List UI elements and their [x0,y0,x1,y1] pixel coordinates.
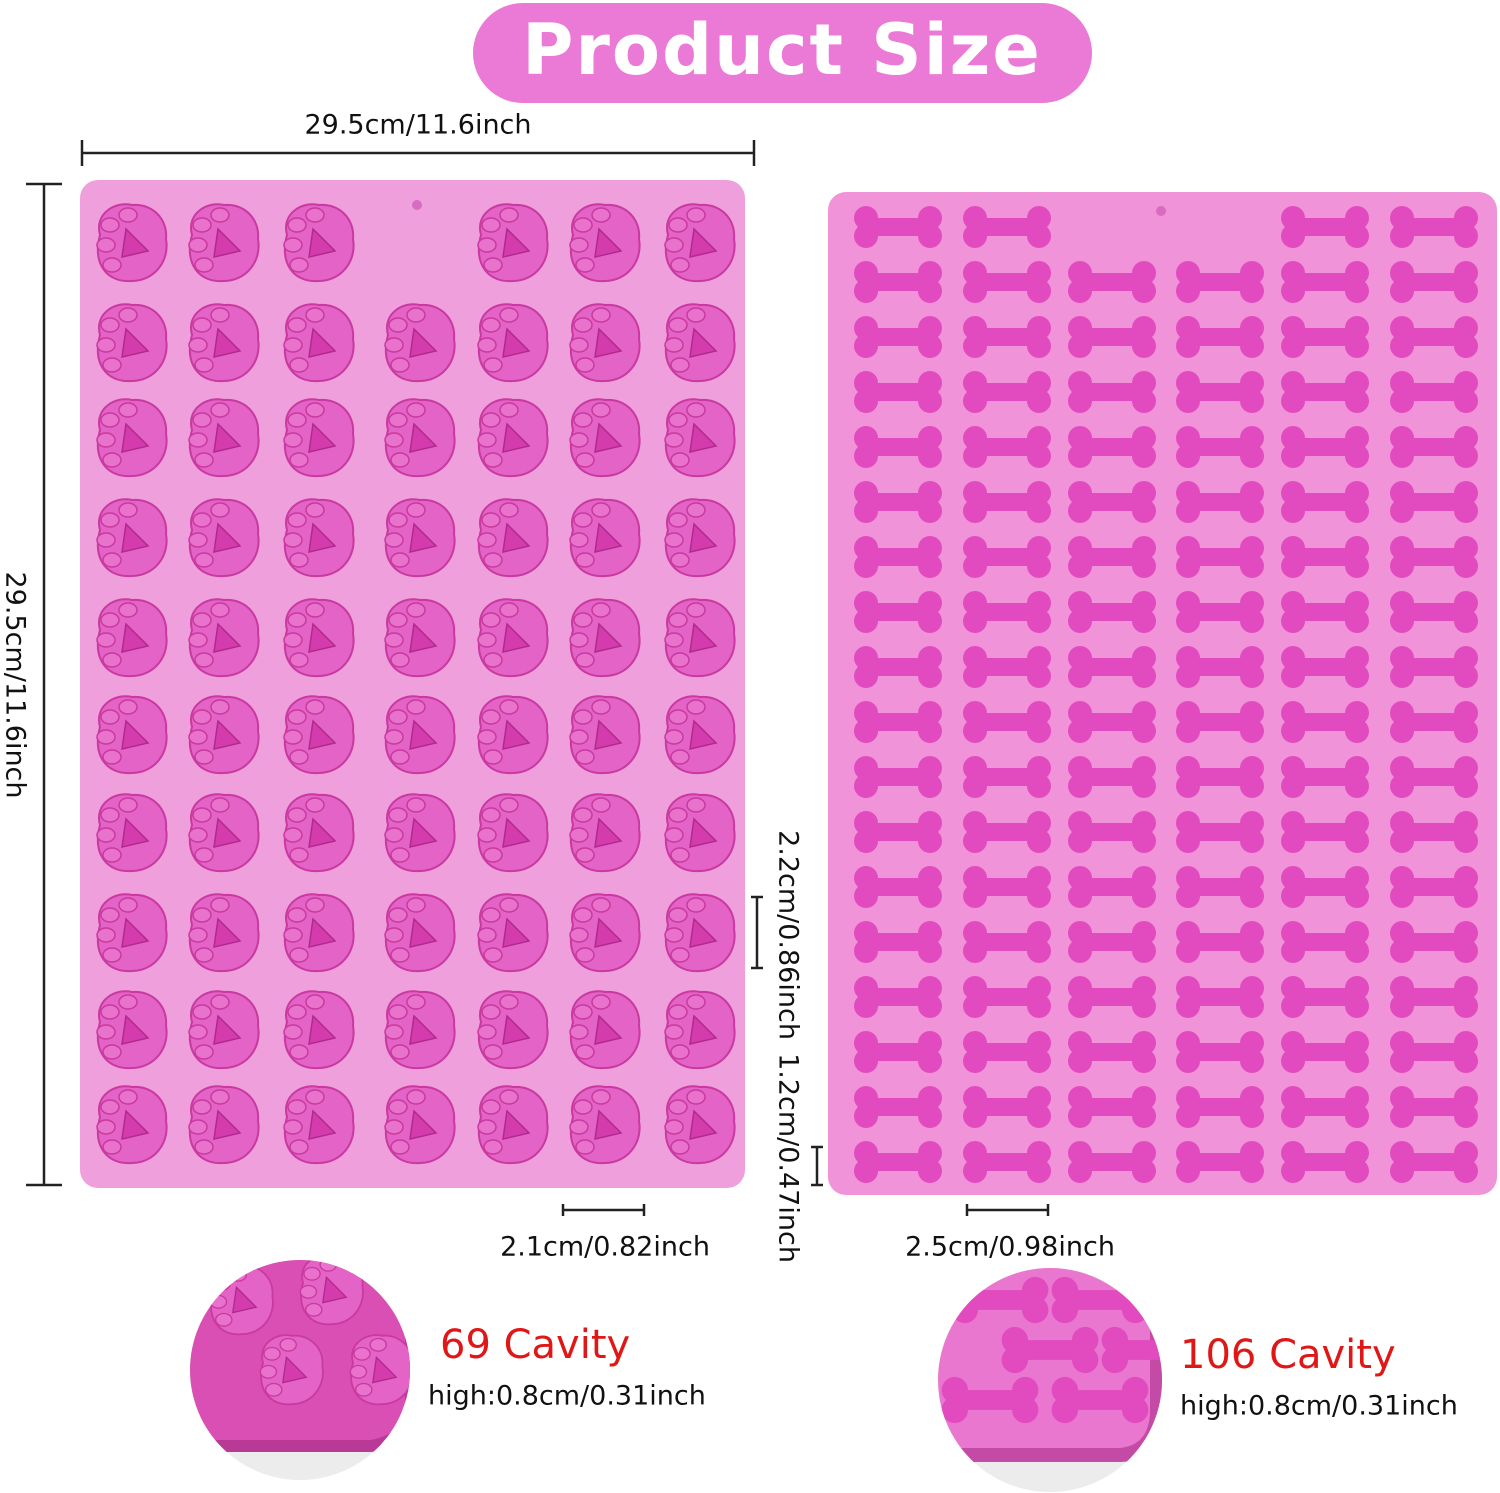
paw-cavity [477,893,549,973]
paw-cavity [569,1085,641,1165]
paw-cavity [569,398,641,478]
paw-cavity [188,990,260,1070]
paw-cavity [477,398,549,478]
cavity-count: 106 Cavity [1180,1332,1396,1378]
paw-cavity [283,598,355,678]
paw-cavity [664,990,736,1070]
paw-cavity [384,598,456,678]
depth-label: high:0.8cm/0.31inch [428,1381,706,1412]
paw-cavity [664,598,736,678]
paw-cavity [188,893,260,973]
paw-cavity [188,793,260,873]
bone-closeup [938,1268,1162,1462]
paw-cavity [477,598,549,678]
paw-cavity [96,398,168,478]
paw-cavity [188,498,260,578]
paw-cavity [283,893,355,973]
paw-cavity [96,598,168,678]
paw-cavity [283,1085,355,1165]
paw-cavity [96,990,168,1070]
paw-cavity [188,695,260,775]
paw-cavity [96,893,168,973]
paw-cavity [283,990,355,1070]
paw-cavity [384,990,456,1070]
hang-hole [1156,206,1166,216]
paw-cavity [569,598,641,678]
title-pill [473,3,1092,103]
paw-cavity [569,990,641,1070]
paw-cavity [283,203,355,283]
paw-cavity [569,695,641,775]
cavity-count: 69 Cavity [440,1322,630,1368]
paw-cavity [477,498,549,578]
paw-cavity [188,1085,260,1165]
paw-cavity [188,203,260,283]
depth-label: high:0.8cm/0.31inch [1180,1391,1458,1422]
paw-cavity [384,793,456,873]
paw-cavity [477,793,549,873]
paw-cavity [188,598,260,678]
paw-cavity [384,303,456,383]
paw-cavity [569,893,641,973]
paw-cavity [283,695,355,775]
paw-cavity [569,303,641,383]
paw-cavity [384,695,456,775]
paw-cavity [96,203,168,283]
paw-closeup [190,1260,410,1452]
cavity-height-label: 1.2cm/0.47inch [773,1053,804,1263]
paw-cavity [664,793,736,873]
paw-cavity [664,398,736,478]
cavity-width-label: 2.1cm/0.82inch [500,1232,710,1263]
paw-cavity [664,203,736,283]
paw-cavity [283,398,355,478]
paw-cavity [384,893,456,973]
paw-cavity [96,695,168,775]
paw-cavity [569,498,641,578]
paw-cavity [384,398,456,478]
title: Product Size [522,9,1042,91]
paw-cavity [384,1085,456,1165]
paw-cavity [96,793,168,873]
paw-cavity [96,498,168,578]
paw-cavity [477,1085,549,1165]
paw-cavity [477,695,549,775]
paw-cavity [96,303,168,383]
height-label: 29.5cm/11.6inch [0,571,31,798]
paw-cavity [664,893,736,973]
cavity-height-label: 2.2cm/0.86inch [773,830,804,1040]
paw-cavity [384,498,456,578]
paw-cavity [664,1085,736,1165]
paw-cavity [569,203,641,283]
width-label: 29.5cm/11.6inch [304,110,531,141]
hang-hole [412,200,422,210]
paw-cavity [188,303,260,383]
paw-cavity [283,793,355,873]
paw-cavity [569,793,641,873]
paw-cavity [477,990,549,1070]
paw-cavity [283,498,355,578]
paw-cavity [664,303,736,383]
cavity-width-label: 2.5cm/0.98inch [905,1232,1115,1263]
paw-cavity [188,398,260,478]
paw-cavity [96,1085,168,1165]
paw-cavity [477,303,549,383]
paw-cavity [664,498,736,578]
paw-cavity [664,695,736,775]
paw-cavity [283,303,355,383]
paw-cavity [477,203,549,283]
